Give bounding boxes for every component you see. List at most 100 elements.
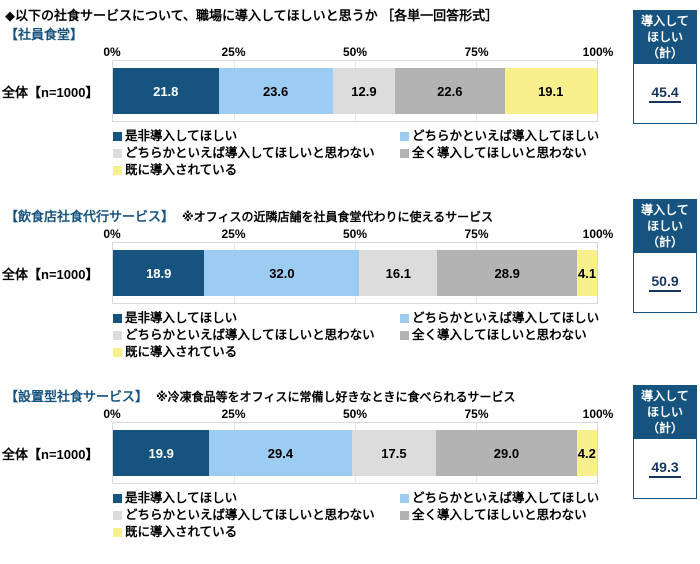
section-header: 【設置型社食サービス】 ※冷凍食品等をオフィスに常備し好きなときに食べられるサービ… [0,386,600,405]
x-axis: 0% 25% 50% 75% 100% [103,405,613,422]
legend-label: どちらかといえば導入してほしい [412,311,600,325]
legend-swatch-icon [113,149,122,158]
section-shain-shokudo: 【社員食堂】 0% 25% 50% 75% 100% 全体【n=1000】 21.8 23… [0,24,613,179]
section-setchigata-shashoku: 【設置型社食サービス】 ※冷凍食品等をオフィスに常備し好きなときに食べられるサービ… [0,386,613,541]
legend-label: どちらかといえば導入してほしい [412,491,600,505]
axis-tick-label: 100% [582,407,614,421]
legend-item: 是非導入してほしい [113,490,400,507]
summary-box: 導入して ほしい （計） 50.9 [633,199,697,313]
legend-swatch-icon [400,494,409,503]
axis-tick-label: 0% [103,227,121,241]
summary-total-value: 45.4 [649,84,681,104]
row-label: 全体【n=1000】 [2,446,99,462]
bar-segment: 29.4 [209,430,352,476]
summary-box: 導入して ほしい （計） 49.3 [633,385,697,499]
axis-tick-label: 25% [221,407,246,421]
section-header: 【飲食店社食代行サービス】 ※オフィスの近隣店舗を社員食堂代わりに使えるサービス [0,206,600,225]
legend-item: どちらかといえば導入してほしい [400,310,600,327]
legend-item: 既に導入されている [113,344,400,361]
legend-item: どちらかといえば導入してほしい [400,490,600,507]
summary-box-body: 50.9 [634,253,696,312]
plot-area: 18.9 32.0 16.1 28.9 4.1 [112,242,598,304]
legend-swatch-icon [113,331,122,340]
page-title: ◆以下の社食サービスについて、職場に導入してほしいと思うか ［各単一回答形式］ [5,8,499,23]
bar-segment: 4.2 [576,430,597,476]
stacked-bar: 18.9 32.0 16.1 28.9 4.1 [113,250,597,296]
legend-item: 全く導入してほしいと思わない [400,327,600,344]
x-axis: 0% 25% 50% 75% 100% [103,43,613,60]
legend-swatch-icon [400,149,409,158]
legend-label: どちらかといえば導入してほしいと思わない [125,146,375,160]
section-note: ※オフィスの近隣店舗を社員食堂代わりに使えるサービス [182,210,494,224]
legend-item: 既に導入されている [113,524,400,541]
summary-box-body: 49.3 [634,439,696,498]
legend-item: 是非導入してほしい [113,310,400,327]
chart-row: 全体【n=1000】 21.8 23.6 12.9 22.6 19.1 [0,60,600,122]
bar-segment: 16.1 [359,250,438,296]
legend-label: 是非導入してほしい [125,311,238,325]
legend-label: 全く導入してほしいと思わない [412,146,587,160]
bar-segment: 18.9 [113,250,205,296]
summary-box-header: 導入して ほしい （計） [634,11,696,65]
stacked-bar: 19.9 29.4 17.5 29.0 4.2 [113,430,597,476]
legend-item: どちらかといえば導入してほしいと思わない [113,145,400,162]
legend: 是非導入してほしい どちらかといえば導入してほしい どちらかといえば導入してほしいと… [113,310,600,361]
bar-segment: 32.0 [204,250,360,296]
legend-item: 全く導入してほしいと思わない [400,507,600,524]
axis-tick-label: 50% [342,45,368,59]
chart-row: 全体【n=1000】 18.9 32.0 16.1 28.9 4.1 [0,242,600,304]
legend-item: 全く導入してほしいと思わない [400,145,600,162]
legend: 是非導入してほしい どちらかといえば導入してほしいどちらかといえば導入してほしいと… [113,128,600,179]
axis-tick-label: 75% [464,227,489,241]
legend-item: どちらかといえば導入してほしいと思わない [113,507,400,524]
legend-item: 既に導入されている [113,162,400,179]
legend-swatch-icon [113,166,122,175]
legend-swatch-icon [113,494,122,503]
legend-item: どちらかといえば導入してほしい [400,128,600,145]
bar-segment: 22.6 [395,68,505,114]
legend-label: どちらかといえば導入してほしい [412,129,600,143]
legend-label: 是非導入してほしい [125,129,238,143]
section-note: ※冷凍食品等をオフィスに常備し好きなときに食べられるサービス [156,390,516,404]
axis-tick-label: 25% [221,227,246,241]
legend-swatch-icon [113,314,122,323]
legend-swatch-icon [400,511,409,520]
x-axis: 0% 25% 50% 75% 100% [103,225,613,242]
legend-label: 全く導入してほしいと思わない [412,328,587,342]
plot-area: 19.9 29.4 17.5 29.0 4.2 [112,422,598,484]
legend-swatch-icon [400,314,409,323]
section-title: 【設置型社食サービス】 [5,389,149,404]
axis-tick-label: 100% [582,227,614,241]
legend-swatch-icon [113,348,122,357]
section-header: 【社員食堂】 [0,24,600,43]
legend-label: 全く導入してほしいと思わない [412,508,587,522]
summary-total-value: 49.3 [649,459,681,479]
chart-row: 全体【n=1000】 19.9 29.4 17.5 29.0 4.2 [0,422,600,484]
summary-box: 導入して ほしい （計） 45.4 [633,10,697,124]
bar-segment: 23.6 [218,68,333,114]
legend-swatch-icon [113,132,122,141]
bar-segment: 4.1 [577,250,597,296]
legend-item: 是非導入してほしい [113,128,400,145]
legend-label: 既に導入されている [125,525,238,539]
bar-segment: 21.8 [113,68,219,114]
section-title: 【社員食堂】 [5,27,84,42]
axis-tick-label: 100% [582,45,614,59]
axis-tick-label: 50% [342,227,368,241]
legend-label: 是非導入してほしい [125,491,238,505]
bar-segment: 28.9 [437,250,578,296]
bar-segment: 17.5 [351,430,437,476]
summary-box-header: 導入して ほしい （計） [634,200,696,254]
legend-swatch-icon [113,528,122,537]
row-label: 全体【n=1000】 [2,266,99,282]
axis-tick-label: 50% [342,407,368,421]
axis-tick-label: 75% [464,45,489,59]
summary-box-body: 45.4 [634,64,696,123]
bar-segment: 19.9 [113,430,210,476]
axis-tick-label: 75% [464,407,489,421]
axis-tick-label: 0% [103,407,121,421]
bar-segment: 12.9 [332,68,396,114]
legend-label: 既に導入されている [125,163,238,177]
bar-segment: 19.1 [504,68,597,114]
